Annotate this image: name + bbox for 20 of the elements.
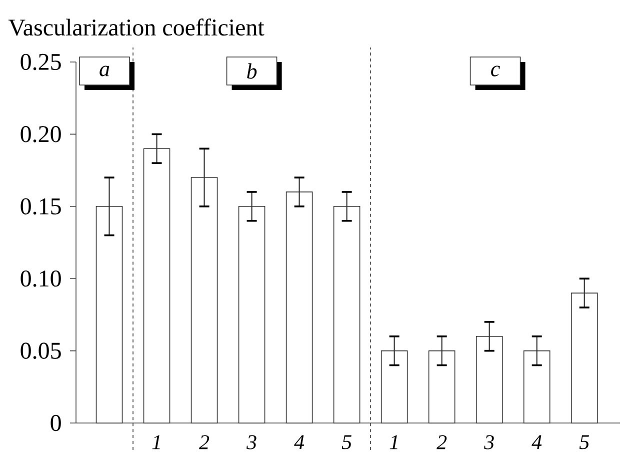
x-tick-label: 1 (152, 435, 160, 450)
x-tick-label: 1 (390, 435, 398, 450)
annotation: a (100, 66, 110, 76)
annotation: b (247, 63, 257, 79)
x-tick-label: 4 (532, 435, 542, 450)
annotation: c (491, 66, 500, 76)
x-tick-label: 2 (199, 435, 210, 450)
y-tick-label: 0.15 (20, 198, 61, 215)
y-tick-label: 0.10 (20, 270, 61, 287)
x-tick-label: 5 (342, 435, 352, 450)
y-axis-title: Vascularization coefficient (8, 18, 264, 36)
y-tick-label: 0.20 (20, 126, 61, 142)
x-tick-label: 2 (436, 435, 447, 450)
x-tick-label: 5 (579, 435, 589, 450)
y-tick-label: 0 (50, 414, 61, 432)
x-tick-label: 4 (294, 435, 304, 450)
x-tick-label: 3 (246, 435, 256, 450)
x-tick-label: 3 (484, 435, 494, 450)
y-tick-label: 0.05 (20, 342, 61, 359)
y-tick-label: 0.25 (20, 54, 61, 70)
